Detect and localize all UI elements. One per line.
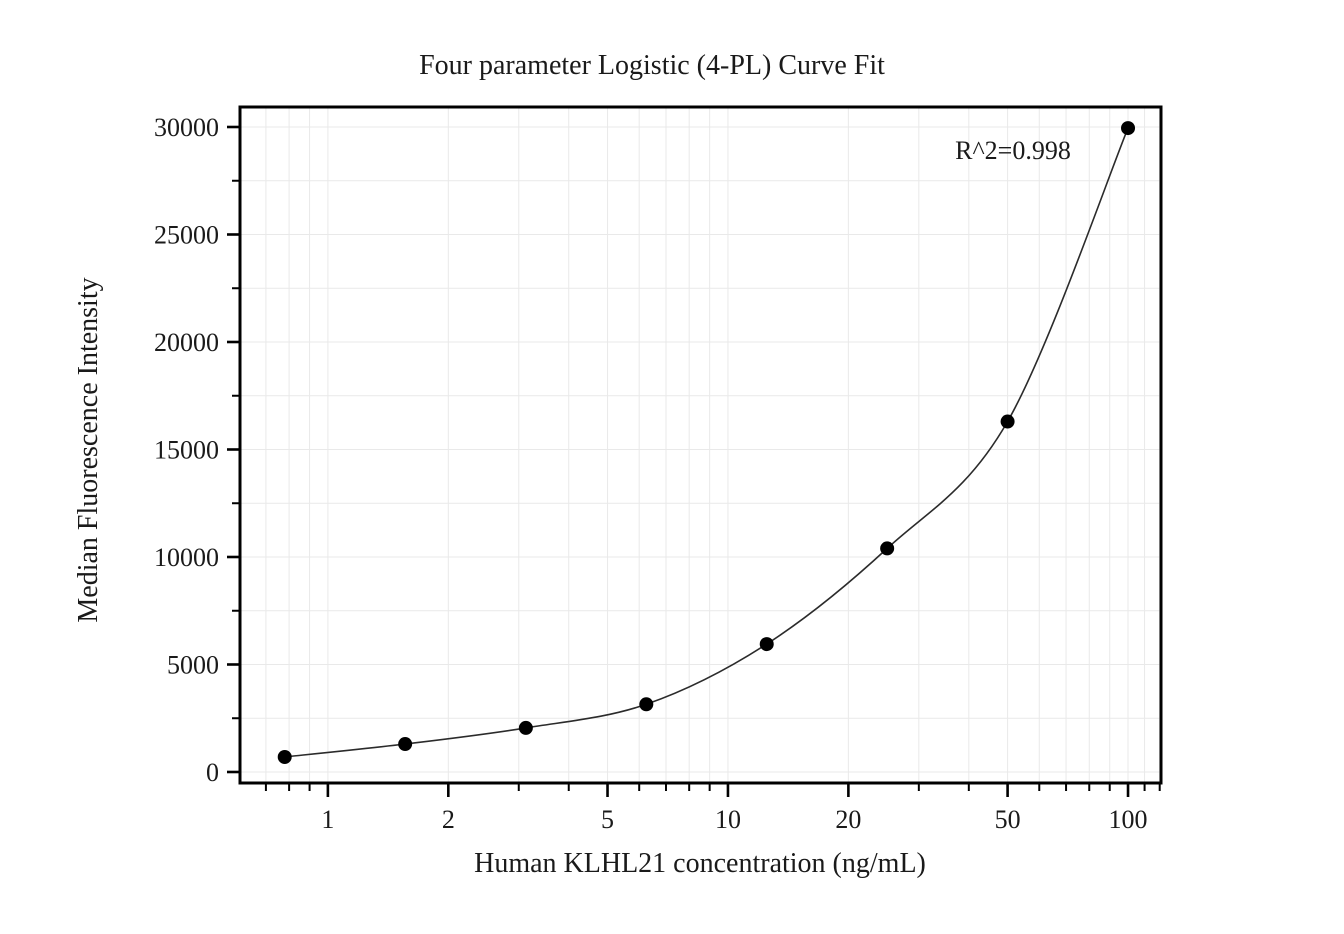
y-tick-label: 5000	[167, 650, 219, 679]
data-point	[518, 720, 533, 735]
y-tick-label: 15000	[154, 435, 219, 464]
x-tick-label: 100	[1109, 805, 1148, 834]
fit-curve	[284, 127, 1129, 758]
grid-lines	[240, 107, 1161, 783]
plot-frame	[238, 105, 1163, 785]
x-tick-label: 5	[601, 805, 614, 834]
x-axis-label: Human KLHL21 concentration (ng/mL)	[474, 848, 926, 879]
y-tick-label: 30000	[154, 113, 219, 142]
r-squared-annotation: R^2=0.998	[955, 136, 1071, 165]
chart-title: Four parameter Logistic (4-PL) Curve Fit	[419, 50, 885, 81]
axis-ticks	[227, 125, 1161, 797]
y-axis-label: Median Fluorescence Intensity	[73, 277, 104, 622]
y-tick-label: 25000	[154, 220, 219, 249]
y-tick-label: 20000	[154, 328, 219, 357]
tick-labels: 1 2 5 10 20 50 100 0 5000 10000 15000 20000 25000 300…	[154, 113, 1148, 834]
data-point	[759, 637, 774, 652]
x-tick-label: 1	[321, 805, 334, 834]
x-tick-label: 20	[835, 805, 861, 834]
x-tick-label: 50	[995, 805, 1021, 834]
y-tick-label: 10000	[154, 543, 219, 572]
data-point	[880, 541, 895, 556]
axes-frame	[238, 105, 1163, 785]
data-point	[277, 749, 292, 764]
data-points	[277, 121, 1136, 764]
fit-curve-path	[284, 127, 1129, 758]
data-point	[1121, 121, 1136, 136]
data-point	[398, 737, 413, 752]
data-point	[639, 697, 654, 712]
x-tick-label: 10	[715, 805, 741, 834]
data-point	[1000, 414, 1015, 429]
x-tick-label: 2	[442, 805, 455, 834]
y-tick-label: 0	[206, 758, 219, 787]
